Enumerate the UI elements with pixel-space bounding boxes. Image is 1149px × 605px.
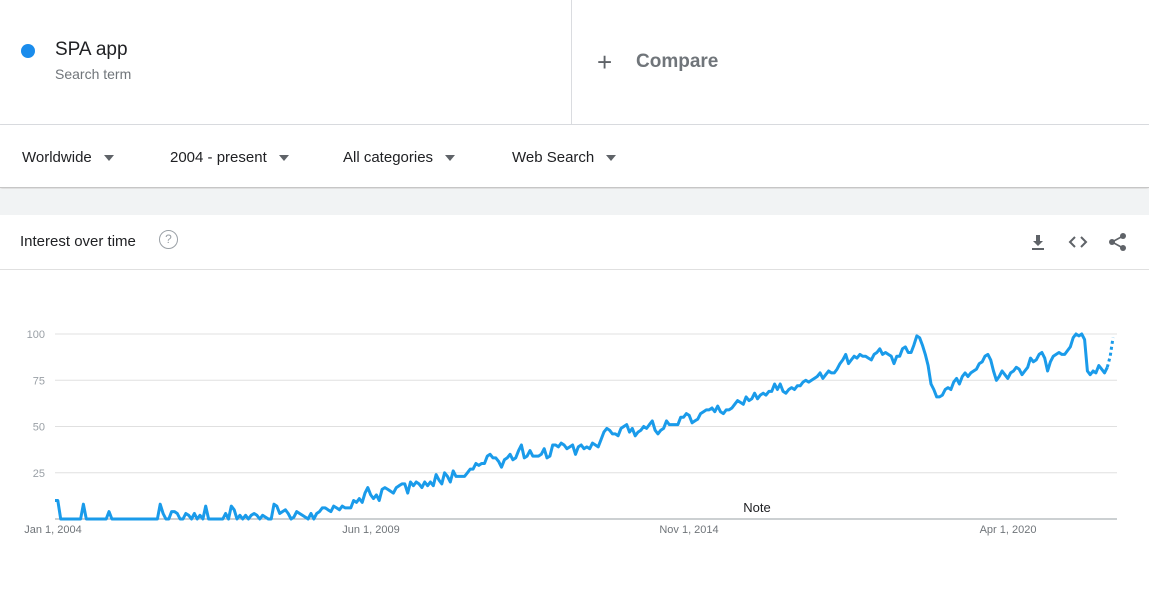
- search-term-type: Search term: [55, 66, 132, 82]
- help-icon[interactable]: ?: [159, 230, 178, 249]
- x-tick-label: Jun 1, 2009: [342, 524, 400, 536]
- chevron-down-icon: [103, 154, 114, 161]
- search-term-card[interactable]: SPA app Search term: [0, 0, 572, 124]
- embed-code-icon[interactable]: [1067, 231, 1089, 253]
- chevron-down-icon: [278, 154, 289, 161]
- share-icon[interactable]: [1107, 231, 1129, 253]
- search-term-name: SPA app: [55, 39, 128, 60]
- chevron-down-icon: [445, 154, 456, 161]
- search-property-dropdown[interactable]: Web Search: [512, 149, 617, 166]
- region-dropdown[interactable]: Worldwide: [22, 149, 114, 166]
- x-tick-label: Nov 1, 2014: [659, 524, 718, 536]
- chevron-down-icon: [606, 154, 617, 161]
- card-title: Interest over time: [20, 233, 136, 250]
- interest-over-time-card: Interest over time ?: [0, 215, 1149, 605]
- series-line-solid[interactable]: [55, 332, 1109, 521]
- x-tick-label: Jan 1, 2004: [24, 524, 82, 536]
- chart-gridlines: [55, 333, 1117, 520]
- region-label: Worldwide: [22, 149, 92, 166]
- y-tick-label: 25: [33, 468, 45, 480]
- category-dropdown[interactable]: All categories: [343, 149, 456, 166]
- download-icon[interactable]: [1027, 231, 1049, 253]
- y-tick-label: 100: [27, 329, 45, 341]
- y-axis-labels: 100 75 50 25: [27, 329, 45, 480]
- series-color-dot: [21, 44, 35, 58]
- y-tick-label: 75: [33, 375, 45, 387]
- chart-note-annotation[interactable]: Note: [743, 500, 770, 515]
- search-terms-header: SPA app Search term + Compare: [0, 0, 1149, 125]
- section-separator: [0, 189, 1149, 215]
- x-tick-label: Apr 1, 2020: [980, 524, 1037, 536]
- interest-chart: 100 75 50 25 Jan 1, 2004 Jun 1, 2009 Nov 1, 2…: [24, 329, 1117, 536]
- series-line-partial[interactable]: [1105, 337, 1115, 368]
- card-header: Interest over time ?: [0, 215, 1149, 270]
- category-label: All categories: [343, 149, 434, 166]
- compare-label: Compare: [636, 51, 719, 72]
- time-range-dropdown[interactable]: 2004 - present: [170, 149, 289, 166]
- search-property-label: Web Search: [512, 149, 595, 166]
- plus-icon: +: [597, 47, 613, 77]
- x-axis-labels: Jan 1, 2004 Jun 1, 2009 Nov 1, 2014 Apr 1, …: [24, 524, 1036, 536]
- compare-button[interactable]: + Compare: [597, 49, 718, 75]
- time-range-label: 2004 - present: [170, 149, 267, 166]
- filter-bar: Worldwide 2004 - present All categories …: [0, 125, 1149, 188]
- y-tick-label: 50: [33, 422, 45, 434]
- series-line: [55, 332, 1115, 521]
